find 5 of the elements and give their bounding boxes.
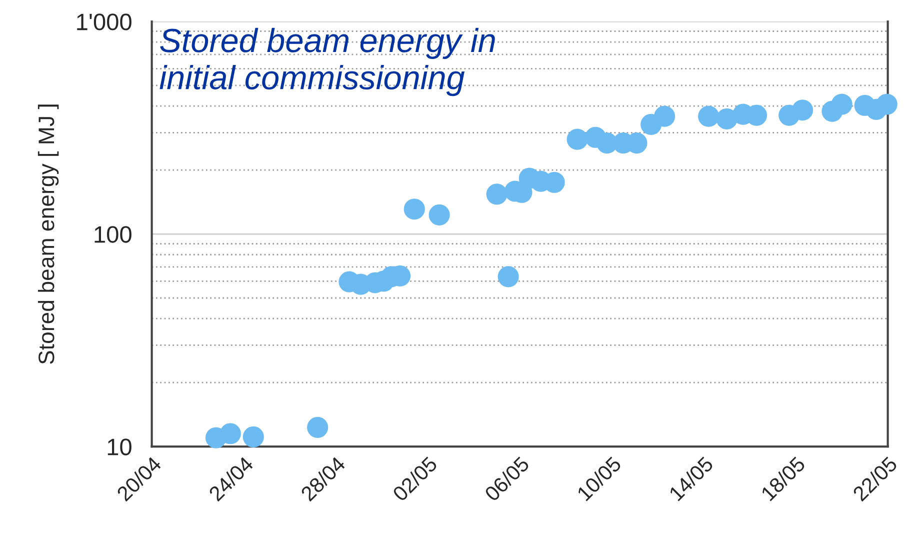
text: Stored beam energy in initial commissioning bbox=[160, 28, 495, 96]
y-axis-title: Stored beam energy [ MJ ] bbox=[38, 104, 59, 364]
y-tick-label: 1'000 bbox=[77, 14, 132, 30]
y-tick-label: 100 bbox=[94, 226, 132, 243]
y-tick-label: 10 bbox=[108, 438, 132, 456]
